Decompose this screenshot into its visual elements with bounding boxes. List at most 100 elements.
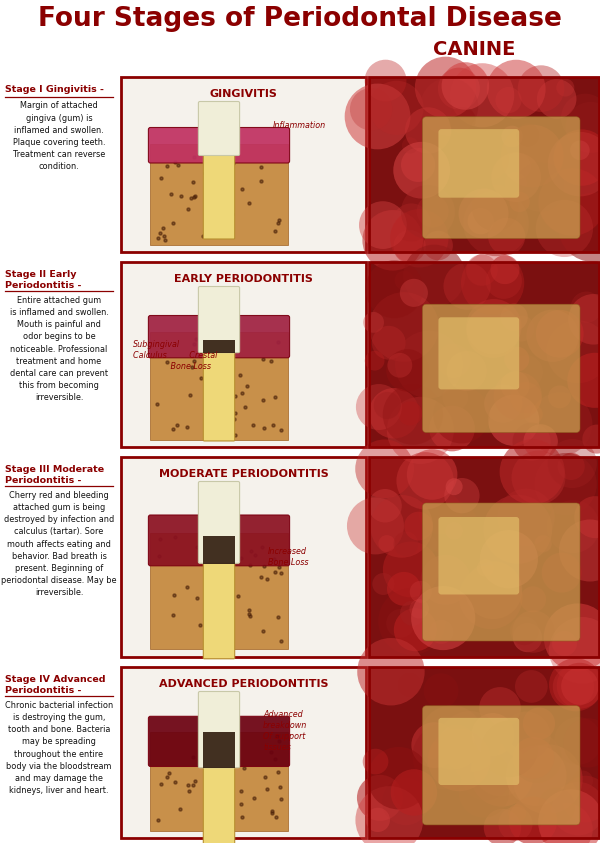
- Circle shape: [386, 349, 429, 392]
- Bar: [151, 143, 287, 245]
- Circle shape: [444, 478, 479, 513]
- Circle shape: [395, 271, 414, 290]
- Circle shape: [387, 572, 421, 606]
- Circle shape: [494, 372, 542, 420]
- Circle shape: [509, 315, 535, 341]
- Circle shape: [446, 478, 463, 495]
- Circle shape: [557, 453, 585, 480]
- Circle shape: [571, 292, 600, 323]
- Circle shape: [401, 185, 455, 239]
- Text: Stage II Early
Periodontitis -: Stage II Early Periodontitis -: [5, 270, 82, 291]
- Circle shape: [372, 326, 406, 360]
- FancyBboxPatch shape: [203, 561, 235, 658]
- FancyBboxPatch shape: [203, 765, 235, 843]
- Bar: [203, 536, 235, 564]
- Circle shape: [490, 255, 520, 284]
- Circle shape: [554, 717, 600, 765]
- Circle shape: [488, 395, 539, 446]
- Circle shape: [487, 60, 545, 119]
- Circle shape: [500, 371, 530, 400]
- Circle shape: [509, 191, 530, 212]
- Circle shape: [572, 771, 593, 791]
- Circle shape: [362, 210, 423, 271]
- Circle shape: [370, 495, 433, 558]
- Circle shape: [365, 351, 385, 371]
- Circle shape: [538, 787, 575, 825]
- Circle shape: [552, 631, 577, 656]
- Circle shape: [538, 789, 600, 843]
- Circle shape: [526, 309, 578, 362]
- Circle shape: [523, 707, 555, 739]
- Circle shape: [445, 523, 463, 540]
- Bar: [369, 77, 599, 252]
- Circle shape: [363, 749, 388, 775]
- Circle shape: [394, 608, 437, 652]
- Circle shape: [472, 185, 519, 231]
- Circle shape: [512, 733, 562, 783]
- Circle shape: [429, 405, 475, 451]
- Circle shape: [455, 728, 472, 745]
- Bar: [203, 341, 235, 353]
- Circle shape: [538, 169, 600, 236]
- Circle shape: [355, 787, 423, 843]
- Circle shape: [542, 553, 581, 593]
- Circle shape: [501, 125, 563, 187]
- Text: GINGIVITIS: GINGIVITIS: [209, 89, 277, 99]
- Circle shape: [512, 450, 565, 504]
- Text: Increased
Bone Loss: Increased Bone Loss: [268, 547, 308, 567]
- Circle shape: [480, 530, 538, 588]
- Circle shape: [439, 725, 475, 760]
- Circle shape: [355, 439, 414, 498]
- Circle shape: [461, 751, 511, 801]
- Circle shape: [365, 260, 423, 318]
- Circle shape: [400, 279, 428, 307]
- Circle shape: [411, 586, 475, 650]
- Circle shape: [450, 63, 514, 127]
- Circle shape: [437, 344, 470, 378]
- Circle shape: [420, 78, 478, 136]
- Circle shape: [438, 67, 480, 110]
- Circle shape: [430, 620, 454, 644]
- Circle shape: [568, 294, 600, 345]
- Circle shape: [424, 231, 453, 260]
- Circle shape: [394, 771, 433, 812]
- Circle shape: [412, 722, 457, 768]
- Circle shape: [570, 141, 590, 160]
- Circle shape: [379, 535, 395, 552]
- Circle shape: [410, 581, 432, 603]
- FancyBboxPatch shape: [199, 287, 239, 352]
- Circle shape: [562, 776, 600, 823]
- Bar: [369, 262, 599, 447]
- Circle shape: [535, 535, 552, 552]
- Circle shape: [466, 255, 497, 286]
- Circle shape: [477, 560, 494, 577]
- Circle shape: [367, 747, 430, 809]
- Circle shape: [466, 299, 521, 354]
- Circle shape: [398, 674, 421, 696]
- Circle shape: [416, 196, 449, 228]
- Circle shape: [502, 126, 523, 147]
- FancyBboxPatch shape: [199, 691, 239, 768]
- Bar: [121, 667, 366, 838]
- Circle shape: [484, 808, 521, 843]
- Text: Inflammation: Inflammation: [273, 121, 326, 130]
- Circle shape: [405, 107, 451, 153]
- Circle shape: [363, 312, 384, 333]
- FancyBboxPatch shape: [148, 315, 290, 357]
- Bar: [151, 332, 287, 439]
- FancyBboxPatch shape: [148, 127, 290, 163]
- Text: Stage I Gingivitis -: Stage I Gingivitis -: [5, 85, 104, 94]
- Circle shape: [536, 310, 584, 357]
- Text: Entire attached gum
is inflamed and swollen.
Mouth is painful and
odor begins to: Entire attached gum is inflamed and swol…: [10, 296, 109, 402]
- Bar: [151, 732, 287, 831]
- Circle shape: [373, 573, 394, 595]
- Circle shape: [512, 610, 554, 652]
- Circle shape: [458, 189, 508, 239]
- Circle shape: [504, 346, 529, 372]
- Circle shape: [350, 89, 392, 131]
- Circle shape: [505, 172, 527, 194]
- Circle shape: [508, 804, 526, 822]
- Circle shape: [374, 392, 401, 419]
- Circle shape: [378, 588, 445, 655]
- Circle shape: [423, 741, 440, 759]
